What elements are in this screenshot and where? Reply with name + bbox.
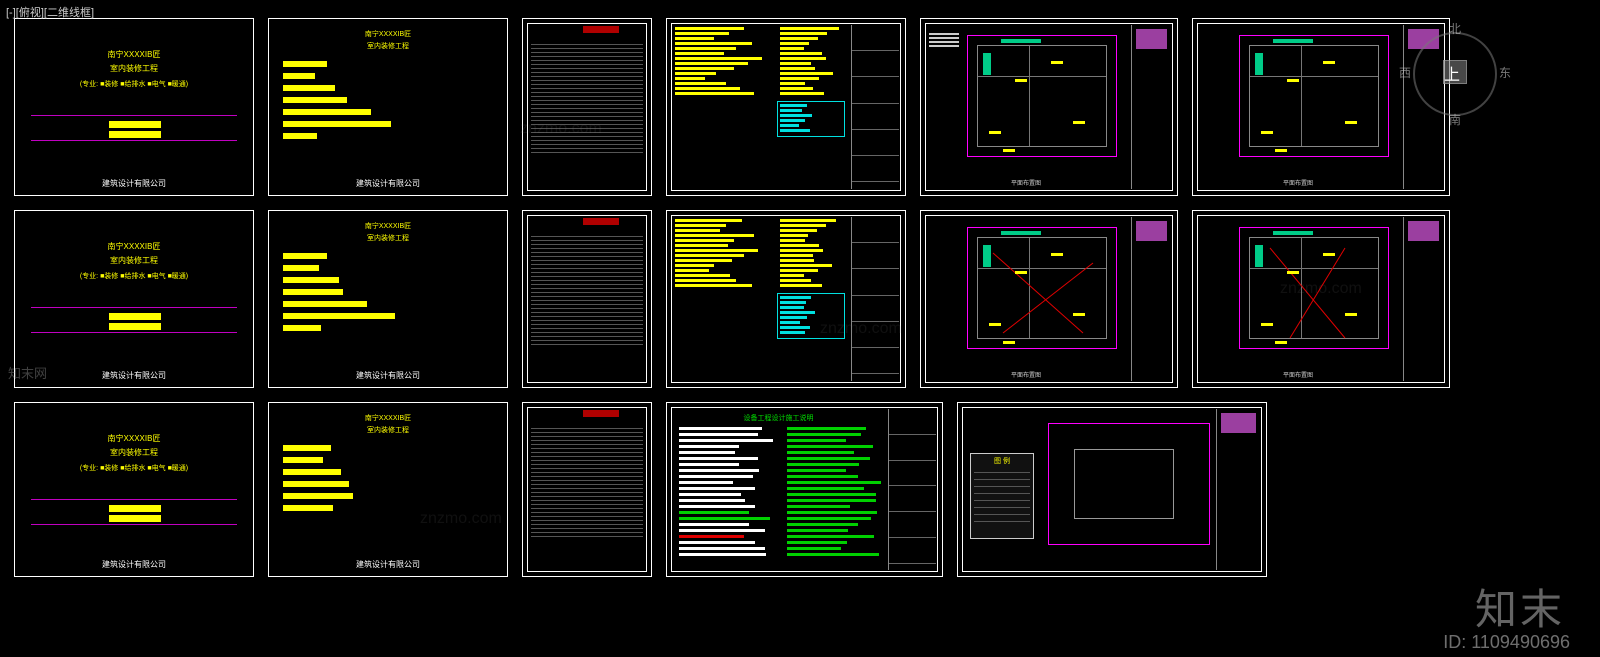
- cover-sheet[interactable]: 南宁XXXXIB匠 室内装修工程 (专业: ■装修 ■给排水 ■电气 ■暖通) …: [14, 402, 254, 577]
- compass-north: 北: [1449, 20, 1461, 37]
- toc-sheet[interactable]: 南宁XXXXIB匠 室内装修工程 建筑设计有限公司: [268, 18, 508, 196]
- plan-sheet[interactable]: 平面布置图: [1192, 210, 1450, 388]
- plan-notes: [929, 33, 959, 49]
- floor-plan: [1235, 31, 1393, 171]
- toc-sheet[interactable]: 南宁XXXXIB匠 室内装修工程 建筑设计有限公司: [268, 402, 508, 577]
- sheet-row-1: 南宁XXXXIB匠 室内装修工程 (专业: ■装修 ■给排水 ■电气 ■暖通) …: [0, 18, 1600, 196]
- plan-caption: 平面布置图: [1201, 178, 1395, 187]
- drawing-list-rows: [531, 41, 643, 187]
- list-header-icon: [583, 26, 619, 33]
- sheet-row-3: 南宁XXXXIB匠 室内装修工程 (专业: ■装修 ■给排水 ■电气 ■暖通) …: [0, 402, 1600, 577]
- stamp-line: [109, 131, 161, 138]
- view-cube-face[interactable]: 上: [1443, 60, 1467, 84]
- toc-entries: [283, 61, 391, 145]
- viewport-label: [-][俯视][二维线框]: [6, 4, 94, 20]
- stamp-line: [109, 121, 161, 128]
- titleblock: [1131, 25, 1171, 189]
- project-title: 南宁XXXXIB匠: [15, 49, 253, 60]
- company-name: 建筑设计有限公司: [269, 178, 507, 189]
- hvac-spec-sheet[interactable]: 设备工程设计施工说明: [666, 402, 943, 577]
- compass-west: 西: [1399, 64, 1411, 81]
- watermark-small: 知末网: [8, 363, 47, 382]
- drawing-list-sheet[interactable]: [522, 18, 652, 196]
- model-space[interactable]: 南宁XXXXIB匠 室内装修工程 (专业: ■装修 ■给排水 ■电气 ■暖通) …: [0, 18, 1600, 657]
- spec-text: [675, 27, 845, 187]
- titleblock: [851, 25, 899, 189]
- toc-subtitle: 室内装修工程: [269, 41, 507, 51]
- drawing-list-sheet[interactable]: [522, 402, 652, 577]
- plan-with-legend-sheet[interactable]: 图 例: [957, 402, 1267, 577]
- watermark-id: ID: 1109490696: [1443, 632, 1570, 653]
- plan-caption: 平面布置图: [929, 178, 1123, 187]
- drawing-list-sheet[interactable]: [522, 210, 652, 388]
- view-cube[interactable]: 上 北 南 东 西: [1405, 24, 1505, 124]
- plan-sheet[interactable]: 平面布置图: [920, 18, 1178, 196]
- rule: [31, 115, 237, 116]
- logo-block: [1136, 29, 1167, 49]
- cover-sheet[interactable]: 南宁XXXXIB匠 室内装修工程 (专业: ■装修 ■给排水 ■电气 ■暖通) …: [14, 18, 254, 196]
- watermark-logo: 知末: [1475, 576, 1565, 637]
- company-name: 建筑设计有限公司: [15, 178, 253, 189]
- cover-sheet[interactable]: 南宁XXXXIB匠 室内装修工程 (专业: ■装修 ■给排水 ■电气 ■暖通) …: [14, 210, 254, 388]
- legend-box: 图 例: [970, 453, 1034, 539]
- disciplines: (专业: ■装修 ■给排水 ■电气 ■暖通): [15, 79, 253, 89]
- floor-plan: [963, 31, 1121, 171]
- spec-header: 设备工程设计施工说明: [675, 413, 882, 423]
- toc-title: 南宁XXXXIB匠: [269, 29, 507, 39]
- rule: [31, 140, 237, 141]
- spec-sheet[interactable]: [666, 18, 906, 196]
- toc-sheet[interactable]: 南宁XXXXIB匠 室内装修工程 建筑设计有限公司: [268, 210, 508, 388]
- project-subtitle: 室内装修工程: [15, 63, 253, 74]
- legend-title: 图 例: [971, 456, 1033, 466]
- spec-sheet[interactable]: [666, 210, 906, 388]
- compass-south: 南: [1449, 111, 1461, 128]
- sheet-row-2: 南宁XXXXIB匠 室内装修工程 (专业: ■装修 ■给排水 ■电气 ■暖通) …: [0, 210, 1600, 388]
- plan-sheet[interactable]: 平面布置图: [920, 210, 1178, 388]
- compass-east: 东: [1499, 64, 1511, 81]
